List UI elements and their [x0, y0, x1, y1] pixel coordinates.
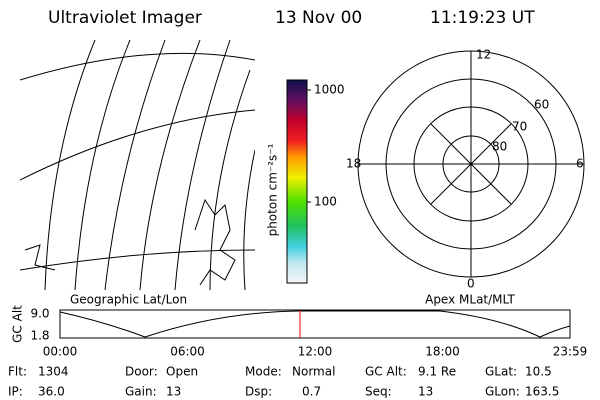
altitude-curve — [59, 310, 571, 338]
info-label: Seq: — [365, 385, 392, 399]
info-label: Dsp: — [245, 385, 272, 399]
mlt-label: 0 — [467, 277, 475, 291]
info-label: GLat: — [485, 365, 517, 379]
info-label: GC Alt: — [365, 365, 407, 379]
info-value: Normal — [292, 365, 335, 379]
colorbar-label: photon cm⁻²s⁻¹ — [266, 143, 280, 236]
info-value: 163.5 — [525, 385, 559, 399]
info-label: Door: — [125, 365, 158, 379]
time: 11:19:23 UT — [430, 8, 535, 28]
mlat-label: 80 — [492, 140, 507, 154]
timeline-y-tick: 9.0 — [30, 307, 49, 321]
info-value: 13 — [418, 385, 433, 399]
info-label: Mode: — [245, 365, 282, 379]
map — [20, 40, 255, 290]
date: 13 Nov 00 — [275, 8, 362, 28]
timeline-x-tick: 23:59 — [553, 345, 588, 359]
polar-label: Apex MLat/MLT — [425, 293, 515, 307]
polar-grid — [357, 50, 585, 278]
info-value: 10.5 — [525, 365, 552, 379]
info-value: Open — [166, 365, 198, 379]
info-label: Flt: — [8, 365, 27, 379]
info-label: GLon: — [485, 385, 520, 399]
info-label: IP: — [8, 385, 23, 399]
info-value: 1304 — [38, 365, 69, 379]
timeline-frame — [59, 309, 571, 339]
timeline-x-tick: 18:00 — [425, 345, 460, 359]
timeline-x-tick: 06:00 — [170, 345, 205, 359]
mlat-label: 70 — [512, 120, 527, 134]
colorbar — [286, 79, 308, 284]
timeline-axis-label: GC Alt — [11, 305, 25, 343]
info-value: 0.7 — [302, 385, 321, 399]
timeline-y-tick: 1.8 — [30, 329, 49, 343]
timeline-x-tick: 12:00 — [298, 345, 333, 359]
map-label: Geographic Lat/Lon — [70, 293, 187, 307]
colorbar-tick-label: 100 — [314, 195, 337, 209]
timeline-x-tick: 00:00 — [43, 345, 78, 359]
colorbar-tick-label: 1000 — [314, 83, 345, 97]
mlt-label: 12 — [476, 48, 491, 62]
mlt-label: 18 — [346, 157, 361, 171]
info-label: Gain: — [125, 385, 157, 399]
mlat-label: 60 — [534, 98, 549, 112]
info-value: 13 — [166, 385, 181, 399]
title: Ultraviolet Imager — [48, 8, 202, 28]
info-value: 9.1 Re — [418, 365, 456, 379]
info-value: 36.0 — [38, 385, 65, 399]
mlt-label: 6 — [576, 157, 584, 171]
